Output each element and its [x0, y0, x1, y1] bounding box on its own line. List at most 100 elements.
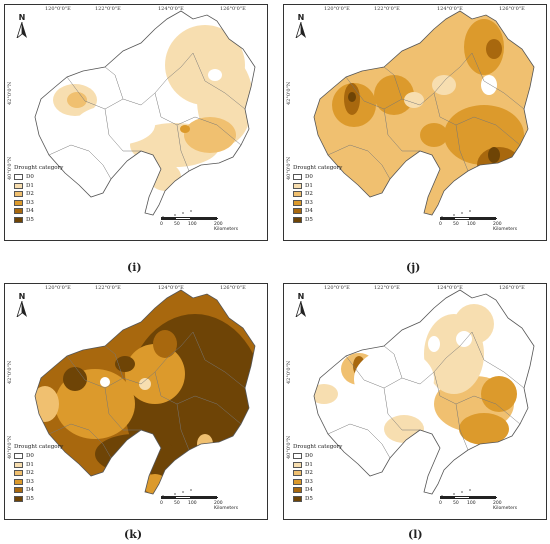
- admin-boundary: [433, 92, 521, 146]
- drought-zone: [374, 75, 414, 115]
- legend-swatch: [14, 216, 23, 223]
- legend-item: D3: [293, 478, 363, 487]
- map-panel-i: 120°0'0"E 122°0'0"E 124°0'0"E 126°0'0"E 42°0…: [4, 4, 268, 241]
- drought-zone: [180, 125, 190, 133]
- scale-tick-label: 200 Kilometers: [493, 222, 518, 232]
- island: [190, 210, 192, 212]
- scale-tick-label: 200 Kilometers: [214, 222, 239, 232]
- island: [461, 212, 463, 214]
- island: [469, 489, 471, 491]
- legend-item: D2: [293, 190, 363, 199]
- admin-boundary: [154, 371, 242, 425]
- admin-boundary: [48, 423, 112, 459]
- drought-zone: [63, 367, 87, 391]
- scale-tick-label: 0: [160, 501, 163, 506]
- drought-map-j: [313, 10, 535, 220]
- admin-boundary: [383, 66, 403, 100]
- legend-item: D2: [14, 190, 84, 199]
- drought-zone: [464, 19, 504, 75]
- admin-boundary: [383, 345, 403, 379]
- scale-tick-label: 50: [174, 501, 180, 506]
- legend-swatch: [14, 174, 23, 181]
- scale-tick-label: 100: [188, 222, 197, 227]
- legend-item: D0: [293, 452, 363, 461]
- legend-label: D3: [305, 199, 313, 206]
- north-arrow-shape: [295, 300, 306, 319]
- scale-bar-graphic: [161, 496, 218, 499]
- north-arrow-icon: N: [293, 13, 309, 40]
- admin-boundary: [104, 345, 124, 379]
- drought-zone: [348, 92, 356, 102]
- legend-label: D5: [305, 216, 313, 223]
- caption-k: (k): [124, 528, 143, 541]
- province-outline: [34, 10, 256, 216]
- legend-label: D4: [26, 487, 34, 494]
- admin-boundary: [471, 331, 525, 389]
- lon-label: 124°0'0"E: [158, 6, 184, 12]
- drought-zone: [432, 75, 456, 95]
- lon-label: 120°0'0"E: [45, 6, 71, 12]
- legend-swatch: [293, 461, 302, 468]
- lon-label: 120°0'0"E: [324, 6, 350, 12]
- lon-label: 122°0'0"E: [374, 285, 400, 291]
- legend-label: D1: [305, 461, 313, 468]
- admin-boundary: [345, 331, 473, 389]
- admin-boundary: [345, 52, 473, 110]
- scale-tick-label: 0: [439, 501, 442, 506]
- drought-zone: [100, 377, 110, 387]
- north-label: N: [297, 292, 305, 301]
- north-arrow-shape: [295, 21, 306, 40]
- legend-label: D3: [26, 478, 34, 485]
- lon-label: 124°0'0"E: [437, 285, 463, 291]
- drought-zone: [115, 356, 135, 372]
- lon-label: 126°0'0"E: [220, 6, 246, 12]
- legend-item: D2: [14, 469, 84, 478]
- lon-label: 126°0'0"E: [499, 285, 525, 291]
- scale-tick-label: 100: [188, 501, 197, 506]
- island: [174, 493, 176, 495]
- legend-label: D3: [305, 478, 313, 485]
- north-arrow-shape: [16, 21, 27, 40]
- legend-swatch: [14, 182, 23, 189]
- legend-item: D1: [293, 182, 363, 191]
- scale-bar: 0 50 100 200 Kilometers: [439, 496, 520, 511]
- province-outline: [313, 289, 535, 495]
- admin-boundary: [327, 144, 391, 180]
- legend-label: D5: [26, 216, 34, 223]
- legend-label: D2: [305, 470, 313, 477]
- lon-label: 126°0'0"E: [499, 6, 525, 12]
- drought-zone: [67, 92, 87, 108]
- legend-swatch: [14, 470, 23, 477]
- lon-label: 122°0'0"E: [95, 6, 121, 12]
- legend-item: D4: [293, 486, 363, 495]
- legend-swatch: [14, 453, 23, 460]
- admin-boundary: [104, 108, 141, 152]
- legend-label: D0: [305, 174, 313, 181]
- lat-label: 42°0'0"N: [286, 81, 292, 105]
- drought-zone: [488, 147, 500, 163]
- map-panel-j: 120°0'0"E 122°0'0"E 124°0'0"E 126°0'0"E 42°0…: [283, 4, 547, 241]
- scale-tick-label: 50: [453, 222, 459, 227]
- drought-zone: [420, 123, 448, 147]
- lon-label: 122°0'0"E: [95, 285, 121, 291]
- caption-i: (i): [127, 261, 142, 274]
- legend-swatch: [293, 453, 302, 460]
- caption-l: (l): [408, 528, 423, 541]
- caption-j: (j): [406, 261, 421, 274]
- legend-label: D4: [305, 487, 313, 494]
- legend-swatch: [14, 208, 23, 215]
- scale-bar-graphic: [161, 217, 218, 220]
- island: [182, 491, 184, 493]
- legend-item: D4: [14, 207, 84, 216]
- drought-map-k: [34, 289, 256, 499]
- lat-label: 42°0'0"N: [7, 81, 13, 105]
- lat-label: 40°0'0"N: [7, 435, 13, 459]
- legend-item: D5: [293, 495, 363, 504]
- drought-zone: [314, 384, 338, 404]
- legend-title: Drought category: [14, 165, 64, 171]
- drought-zone: [35, 386, 59, 422]
- legend-title: Drought category: [293, 165, 343, 171]
- island: [182, 212, 184, 214]
- legend-label: D4: [26, 208, 34, 215]
- drought-map-l: [313, 289, 535, 499]
